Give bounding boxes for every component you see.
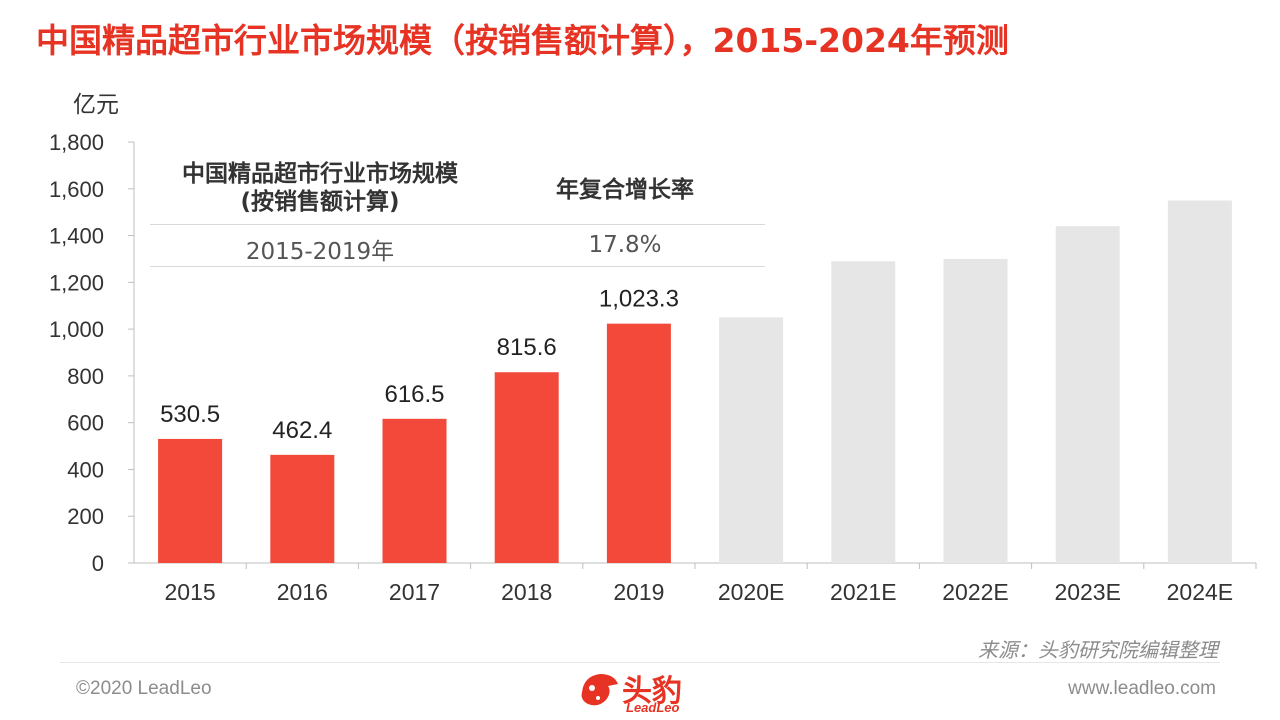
data-label: 616.5: [384, 381, 444, 408]
footer-divider: [60, 662, 1220, 663]
x-tick-label: 2021E: [830, 579, 897, 605]
y-tick-label: 600: [67, 411, 104, 436]
summary-cagr-value: 17.8%: [588, 232, 662, 258]
actual-bar: [158, 438, 223, 563]
page-title: 中国精品超市行业市场规模（按销售额计算），2015-2024年预测: [36, 21, 1009, 60]
data-label: 1,023.3: [599, 286, 679, 313]
source-note: 来源：头豹研究院编辑整理: [978, 638, 1218, 662]
leopard-head-icon: [581, 674, 618, 706]
y-tick-label: 1,600: [49, 177, 104, 202]
logo-sub: LeadLeo: [626, 700, 680, 715]
x-tick-label: 2018: [501, 579, 552, 605]
x-tick-label: 2022E: [942, 579, 1009, 605]
y-tick-label: 1,800: [49, 130, 104, 155]
x-tick-label: 2023E: [1054, 579, 1121, 605]
summary-header-line1: 中国精品超市行业市场规模: [182, 161, 458, 187]
data-label: 462.4: [272, 417, 332, 444]
y-tick-label: 0: [92, 551, 104, 576]
forecast-bar: [1055, 226, 1120, 563]
actual-bar: [270, 454, 335, 563]
y-tick-label: 1,000: [49, 317, 104, 342]
summary-divider-bottom: [150, 266, 765, 267]
leadleo-logo: 头豹 LeadLeo: [578, 664, 708, 718]
y-tick-label: 400: [67, 457, 104, 482]
summary-period: 2015-2019年: [245, 239, 395, 265]
x-tick-label: 2019: [613, 579, 664, 605]
summary-divider-top: [150, 224, 765, 225]
forecast-bar: [1167, 200, 1232, 563]
forecast-bar: [831, 261, 896, 563]
y-tick-label: 1,400: [49, 224, 104, 249]
copyright-text: ©2020 LeadLeo: [76, 678, 212, 699]
y-tick-label: 200: [67, 504, 104, 529]
summary-header-cagr: 年复合增长率: [556, 177, 694, 203]
data-label: 815.6: [497, 334, 557, 361]
x-tick-label: 2020E: [718, 579, 785, 605]
x-tick-label: 2016: [277, 579, 328, 605]
logo-name: 头豹: [622, 674, 682, 709]
y-axis-label: 亿元: [73, 92, 119, 118]
actual-bar: [494, 372, 559, 563]
y-tick-label: 1,200: [49, 270, 104, 295]
x-tick-label: 2024E: [1167, 579, 1234, 605]
actual-bar: [382, 418, 447, 563]
data-label: 530.5: [160, 401, 220, 428]
y-tick-label: 800: [67, 364, 104, 389]
summary-header-market-size: 中国精品超市行业市场规模 (按销售额计算): [150, 160, 490, 216]
summary-header-line2: (按销售额计算): [240, 189, 400, 215]
x-tick-label: 2017: [389, 579, 440, 605]
website-link[interactable]: www.leadleo.com: [1068, 678, 1216, 699]
x-tick-label: 2015: [165, 579, 216, 605]
actual-bar: [606, 323, 671, 563]
forecast-bar: [719, 317, 784, 563]
forecast-bar: [943, 258, 1008, 563]
